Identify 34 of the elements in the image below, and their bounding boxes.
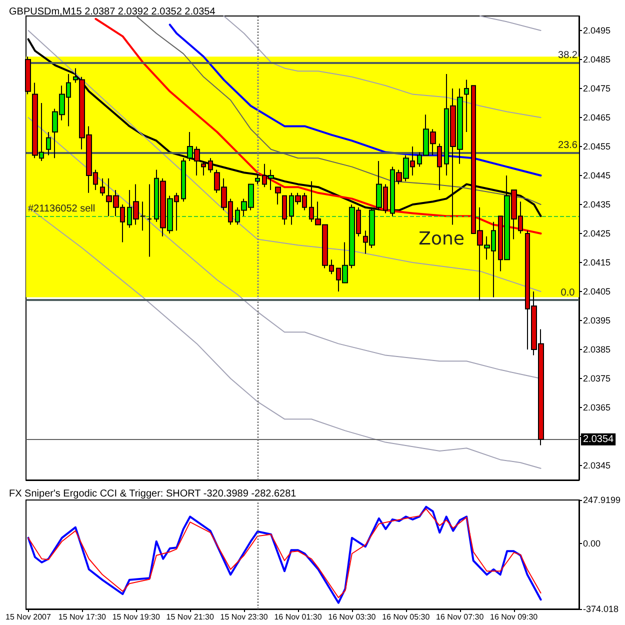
x-tick-label: 16 Nov 01:30 — [274, 612, 322, 622]
y-tick-label: 2.0405 — [583, 286, 611, 296]
y-tick-label: 2.0455 — [583, 142, 611, 152]
x-tick-label: 15 Nov 17:30 — [58, 612, 107, 622]
x-tick-label: 15 Nov 2007 — [6, 612, 52, 622]
annotation: 0.0 — [560, 288, 576, 299]
y-tick-label: 2.0415 — [583, 258, 611, 268]
y-tick-label: 247.9199 — [583, 495, 621, 505]
chart-title: GBPUSDm,M15 2.0387 2.0392 2.0352 2.0354 — [9, 6, 216, 18]
y-tick-label: 2.0485 — [583, 54, 611, 64]
band-label: Zone — [418, 228, 464, 250]
x-tick-label: 15 Nov 21:30 — [166, 612, 214, 622]
x-tick-label: 16 Nov 07:30 — [436, 612, 484, 622]
y-tick-label: 2.0385 — [583, 344, 611, 354]
y-tick-label: 2.0365 — [583, 402, 611, 412]
y-tick-label: -374.018 — [583, 604, 619, 614]
y-tick-label: 2.0345 — [583, 460, 611, 470]
y-tick-label: 2.0475 — [583, 84, 611, 94]
x-tick-label: 16 Nov 05:30 — [382, 612, 430, 622]
x-tick-label: 15 Nov 23:30 — [220, 612, 268, 622]
y-tick-label: 2.0465 — [583, 112, 611, 122]
y-tick-label: 2.0495 — [583, 26, 611, 36]
y-tick-label: 2.0445 — [583, 170, 611, 180]
x-tick-label: 15 Nov 19:30 — [112, 612, 160, 622]
x-tick-label: 16 Nov 09:30 — [490, 612, 538, 622]
y-tick-label: 2.0395 — [583, 316, 611, 326]
chart-title: FX Sniper's Ergodic CCI & Trigger: SHORT -320.3989 -282.6281 — [9, 488, 297, 500]
y-tick-label: 0.00 — [583, 538, 601, 548]
ref-line-label: 2.0354 — [583, 434, 614, 445]
x-tick-label: 16 Nov 03:30 — [328, 612, 376, 622]
y-tick-label: 2.0435 — [583, 200, 611, 210]
y-tick-label: 2.0425 — [583, 228, 611, 238]
annotation: 23.6 — [558, 140, 578, 151]
y-tick-label: 2.0375 — [583, 374, 611, 384]
